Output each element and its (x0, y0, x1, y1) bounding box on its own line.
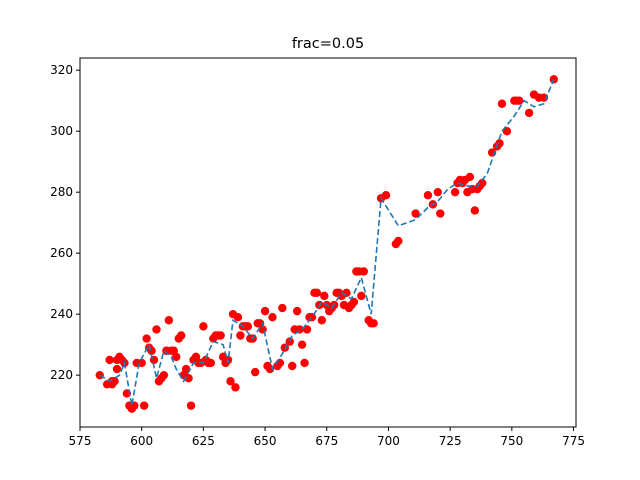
data-point (172, 352, 181, 362)
data-point (320, 291, 329, 301)
data-point (260, 306, 270, 316)
data-point (152, 325, 161, 334)
data-point (112, 364, 122, 374)
data-point (433, 187, 443, 197)
x-tick-label: 650 (254, 434, 277, 448)
x-axis: 575 600 625 650 675 700 725 750 775 (69, 427, 585, 448)
data-point (186, 401, 196, 410)
data-point (236, 331, 245, 340)
data-point (105, 355, 114, 365)
data-point (502, 126, 512, 136)
y-axis: 220 240 260 280 300 320 (50, 63, 80, 382)
data-point (312, 288, 322, 298)
x-tick-label: 600 (130, 434, 153, 448)
data-point (497, 99, 507, 108)
data-point (423, 191, 433, 200)
x-tick-label: 575 (69, 434, 92, 448)
data-point (233, 313, 243, 322)
data-point (300, 358, 309, 368)
data-point (288, 361, 297, 371)
x-tick-label: 725 (439, 434, 462, 448)
data-point (243, 322, 252, 331)
data-point (394, 236, 403, 246)
data-point (478, 178, 487, 188)
y-tick-label: 280 (50, 185, 73, 199)
data-point (302, 325, 312, 334)
data-point (159, 370, 169, 380)
x-tick-label: 775 (562, 434, 585, 448)
data-point (292, 306, 302, 316)
y-tick-label: 260 (50, 246, 73, 260)
data-point (184, 374, 193, 383)
x-tick-label: 750 (500, 434, 523, 448)
data-point (411, 209, 420, 218)
data-point (206, 358, 215, 368)
x-tick-label: 700 (377, 434, 400, 448)
data-point (199, 322, 208, 331)
x-tick-label: 675 (315, 434, 338, 448)
chart-title: frac=0.05 (292, 36, 364, 52)
data-point (465, 172, 475, 182)
data-point (381, 191, 391, 200)
data-point (231, 383, 240, 392)
plot-area (95, 75, 558, 413)
data-point (524, 108, 534, 118)
smoothed-line (99, 79, 555, 406)
data-point (278, 303, 287, 313)
data-point (110, 377, 119, 386)
data-point (515, 96, 524, 105)
axes-frame (79, 57, 577, 428)
data-point (342, 288, 351, 298)
data-point (317, 316, 327, 325)
data-point (268, 313, 277, 322)
data-point (359, 267, 368, 276)
data-point (226, 377, 235, 386)
data-point (176, 331, 186, 340)
data-point (139, 401, 149, 410)
data-point (436, 209, 445, 218)
data-point (216, 331, 225, 340)
y-tick-label: 300 (50, 124, 73, 138)
x-tick-label: 625 (192, 434, 215, 448)
data-point (369, 319, 378, 328)
data-point (95, 370, 104, 380)
data-point (357, 291, 366, 301)
data-point (251, 367, 260, 377)
data-point (164, 316, 174, 325)
y-tick-label: 320 (50, 63, 73, 77)
data-point (142, 334, 151, 343)
data-point (470, 206, 480, 215)
y-tick-label: 220 (50, 368, 73, 382)
data-point (450, 187, 460, 197)
y-tick-label: 240 (50, 307, 73, 321)
data-point (297, 340, 307, 349)
